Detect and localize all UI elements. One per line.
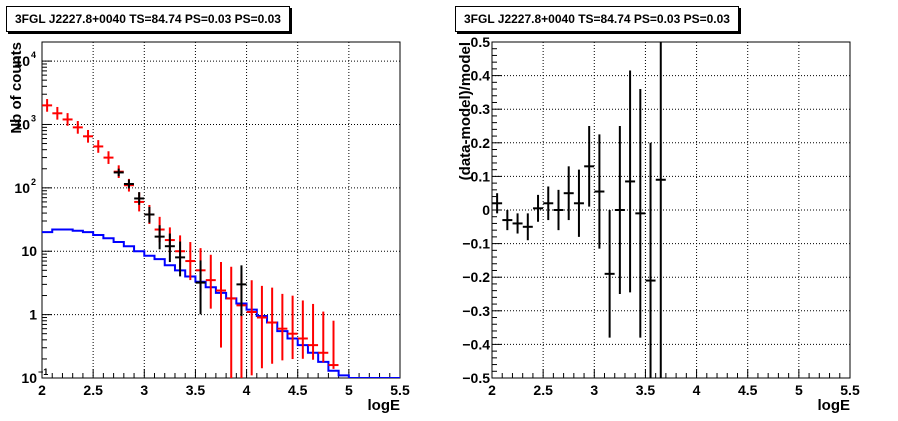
y-tick-label-exponent: 2	[31, 177, 36, 187]
y-tick-label: 0.3	[471, 101, 491, 117]
residual-point	[604, 210, 615, 338]
x-tick-label: 2.5	[83, 382, 103, 398]
y-tick-label-exponent: 4	[31, 50, 36, 60]
data-point-red	[308, 303, 319, 360]
data-point-red	[62, 113, 73, 126]
x-tick-label: 2	[38, 382, 46, 398]
x-tick-label: 5.5	[390, 382, 410, 398]
y-tick-label-base: 10	[14, 116, 30, 132]
data-point-black	[154, 225, 165, 250]
data-point-red	[103, 151, 114, 164]
data-point-red	[205, 254, 216, 309]
data-point-red	[83, 129, 94, 143]
x-tick-label: 3	[140, 382, 148, 398]
y-tick-label: 0	[482, 202, 490, 218]
y-tick-label: 0.4	[471, 68, 491, 84]
x-tick-label: 4.5	[738, 382, 758, 398]
x-axis-label: logE	[368, 397, 401, 414]
data-point-red	[328, 320, 339, 369]
data-point-black	[123, 179, 134, 189]
data-point-red	[246, 280, 257, 376]
residual-point	[533, 194, 544, 222]
data-point-red	[287, 295, 298, 360]
data-point-black	[113, 168, 124, 177]
y-tick-label: −0.5	[462, 370, 490, 386]
residual-point	[625, 70, 636, 293]
y-tick-label: −0.2	[462, 269, 490, 285]
data-point-red	[318, 311, 329, 363]
y-tick-label-base: 10	[14, 180, 30, 196]
data-point-red	[277, 293, 288, 361]
plot-frame	[41, 41, 401, 379]
plot-frame	[491, 41, 851, 379]
residual-point	[614, 126, 625, 294]
y-tick-label-base: 10	[14, 53, 30, 69]
y-axis-label: Nb of counts	[8, 42, 25, 134]
plot-marks	[492, 42, 666, 378]
data-point-red	[216, 261, 226, 348]
residuals-chart-title: 3FGL J2227.8+0040 TS=84.74 PS=0.03 PS=0.…	[455, 6, 739, 32]
data-point-red	[42, 99, 53, 112]
residual-point	[573, 169, 584, 237]
y-tick-label: −0.3	[462, 303, 490, 319]
data-point-black	[164, 233, 175, 263]
data-point-red	[52, 106, 63, 120]
plot-area	[492, 42, 850, 378]
residual-point	[594, 134, 605, 249]
residual-point	[563, 166, 574, 221]
residual-point	[502, 210, 513, 231]
residual-point	[655, 42, 666, 378]
x-tick-label: 5	[795, 382, 803, 398]
x-axis-label: logE	[818, 397, 851, 414]
x-tick-label: 2.5	[533, 382, 553, 398]
y-tick-label: 0.2	[471, 135, 491, 151]
data-point-red	[93, 140, 104, 153]
plot-marks	[42, 99, 400, 378]
residual-point	[645, 142, 656, 378]
y-tick-label: −0.4	[462, 336, 490, 352]
data-point-red	[72, 121, 83, 134]
y-tick-label: 0.5	[471, 34, 491, 50]
x-tick-label: 5.5	[840, 382, 860, 398]
residual-point	[492, 193, 503, 214]
y-tick-label-exponent: −1	[38, 367, 48, 377]
model-histogram	[42, 228, 400, 378]
y-tick-label: 10	[21, 243, 37, 259]
x-tick-label: 4	[243, 382, 251, 398]
data-point-red	[297, 300, 308, 359]
y-axis-label: (data-model)/model	[457, 42, 474, 180]
x-tick-label: 3	[590, 382, 598, 398]
y-tick-label-exponent: 3	[31, 113, 36, 123]
residual-point	[512, 213, 523, 234]
x-tick-label: 3.5	[186, 382, 206, 398]
y-tick-label-base: 10	[21, 370, 37, 386]
counts-chart-title: 3FGL J2227.8+0040 TS=84.74 PS=0.03 PS=0.…	[6, 6, 290, 32]
residuals-chart: 2 2.5 3 3.5 4 4.5 5 5.5 −0.5 −0.4 −0.3 −0.2 −0.1 0 0.1…	[457, 34, 860, 414]
y-tick-label: 0.1	[471, 168, 491, 184]
x-tick-label: 4.5	[288, 382, 308, 398]
x-tick-label: 4	[693, 382, 701, 398]
data-point-black	[236, 265, 247, 317]
data-point-black	[144, 206, 155, 223]
y-tick-label: 1	[29, 307, 37, 323]
residual-point	[635, 89, 646, 338]
data-point-black	[195, 260, 206, 315]
data-point-red	[256, 285, 267, 369]
residual-point	[584, 126, 595, 207]
x-tick-label: 3.5	[636, 382, 656, 398]
data-point-red	[267, 287, 278, 364]
x-tick-label: 2	[488, 382, 496, 398]
data-point-black	[175, 241, 186, 277]
data-point-red	[185, 242, 196, 281]
y-tick-label: −0.1	[462, 236, 490, 252]
x-tick-label: 5	[345, 382, 353, 398]
residual-point	[553, 189, 564, 231]
data-point-red	[226, 266, 237, 378]
residual-point	[522, 213, 533, 241]
residual-point	[543, 186, 554, 221]
data-point-black	[134, 192, 145, 205]
